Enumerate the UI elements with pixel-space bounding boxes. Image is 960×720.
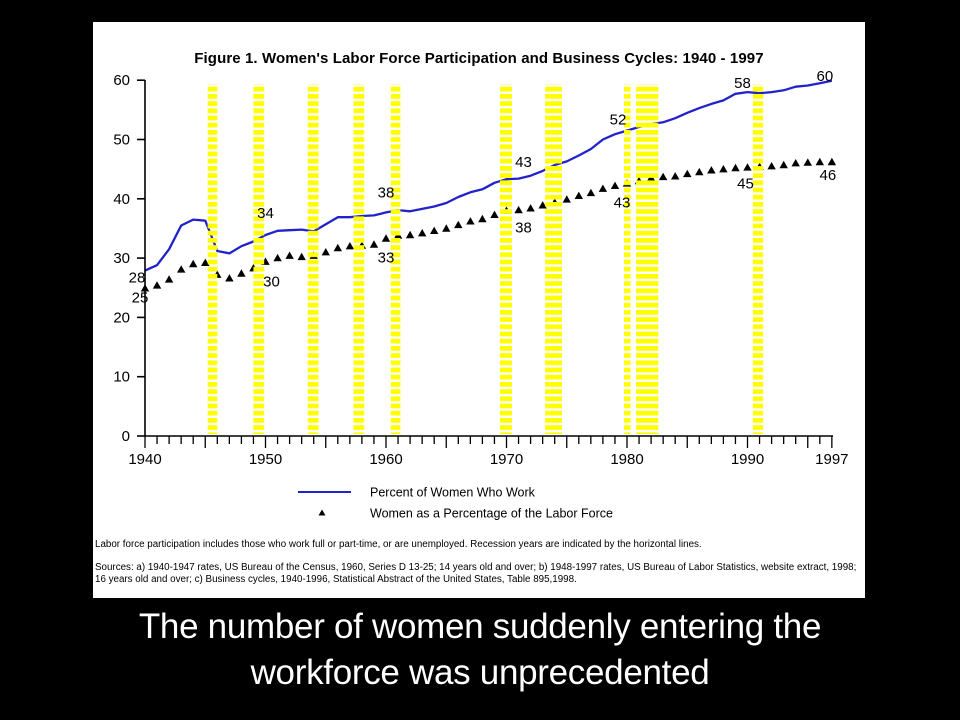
svg-text:60: 60 — [817, 68, 834, 85]
svg-text:30: 30 — [263, 274, 280, 291]
chart-title: Figure 1. Women's Labor Force Participat… — [194, 50, 764, 67]
chart-panel: Figure 1. Women's Labor Force Participat… — [93, 22, 865, 598]
svg-text:Women as a Percentage of the L: Women as a Percentage of the Labor Force — [370, 507, 613, 521]
triangle-marker-icon — [318, 509, 326, 516]
svg-text:38: 38 — [378, 184, 395, 201]
data-labels: 28 25 34 30 38 33 43 38 52 43 58 45 60 46 — [129, 68, 837, 306]
svg-text:58: 58 — [734, 75, 751, 92]
participation-chart: 0 10 20 30 40 50 60 1940 1950 1960 1970 1980 1990 199… — [113, 68, 848, 521]
svg-text:Percent of Women Who Work: Percent of Women Who Work — [370, 486, 536, 500]
caption-line-1: The number of women suddenly entering th… — [138, 607, 822, 646]
svg-text:25: 25 — [132, 289, 149, 306]
svg-text:1970: 1970 — [490, 451, 523, 468]
chart-legend: Percent of Women Who Work Women as a Perc… — [298, 486, 613, 521]
svg-text:1940: 1940 — [128, 451, 161, 468]
svg-text:34: 34 — [257, 205, 274, 222]
slide-caption: The number of women suddenly entering th… — [0, 604, 960, 696]
chart-sources: Sources: a) 1940-1947 rates, US Bureau o… — [95, 562, 857, 585]
svg-text:52: 52 — [610, 112, 627, 129]
svg-text:43: 43 — [614, 194, 631, 211]
svg-text:30: 30 — [113, 250, 130, 267]
svg-text:0: 0 — [122, 428, 130, 445]
svg-text:1980: 1980 — [610, 451, 643, 468]
recession-bars — [207, 84, 764, 434]
svg-text:28: 28 — [129, 270, 146, 287]
line-series-percent-women-who-work — [144, 79, 833, 272]
caption-line-2: workforce was unprecedented — [250, 653, 710, 692]
svg-text:1990: 1990 — [731, 451, 764, 468]
svg-text:45: 45 — [737, 175, 754, 192]
chart-footnote: Labor force participation includes those… — [95, 539, 702, 550]
svg-text:1950: 1950 — [249, 451, 282, 468]
svg-text:40: 40 — [113, 191, 130, 208]
svg-text:1960: 1960 — [369, 451, 402, 468]
triangle-series-women-pct-labor-force — [140, 157, 837, 292]
svg-text:1997: 1997 — [815, 451, 848, 468]
svg-text:50: 50 — [113, 132, 130, 149]
svg-text:33: 33 — [378, 250, 395, 267]
svg-text:60: 60 — [113, 72, 130, 89]
svg-text:20: 20 — [113, 309, 130, 326]
svg-text:38: 38 — [515, 220, 532, 237]
axes: 0 10 20 30 40 50 60 1940 1950 1960 1970 1980 1990 199… — [113, 72, 848, 468]
svg-text:10: 10 — [113, 369, 130, 386]
svg-text:46: 46 — [820, 167, 837, 184]
svg-text:43: 43 — [515, 154, 532, 171]
